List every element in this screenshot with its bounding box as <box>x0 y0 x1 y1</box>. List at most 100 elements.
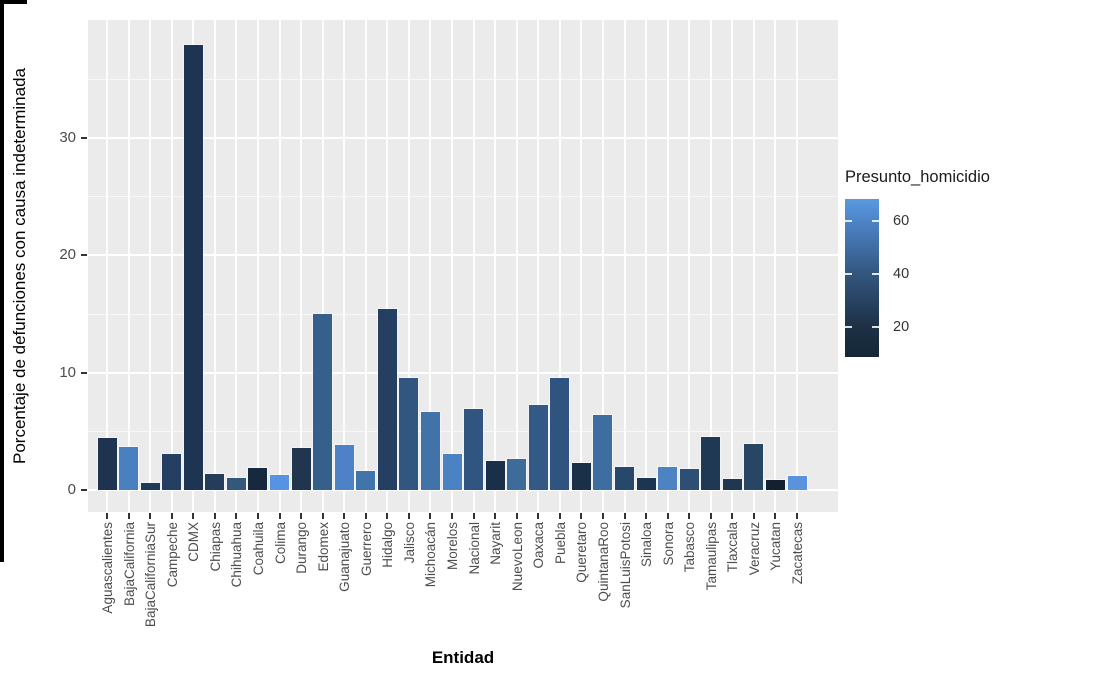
legend-tick-mark <box>845 220 852 223</box>
x-tick-label-text: Yucatan <box>768 522 784 571</box>
bar-quintanaroo <box>593 414 613 490</box>
bar-morelos <box>442 453 462 490</box>
legend-tick-mark <box>872 273 879 276</box>
bar-nayarit <box>485 460 505 490</box>
gridline-vertical <box>623 20 626 512</box>
gridline-vertical <box>472 20 475 512</box>
x-tick-label: Yucatan <box>768 522 784 571</box>
bar-cdmx <box>183 44 203 490</box>
x-tick-label-text: Morelos <box>445 522 460 571</box>
gridline-vertical <box>127 20 130 512</box>
gridline-vertical <box>537 20 540 512</box>
gridline-vertical <box>709 20 712 512</box>
bar-guerrero <box>356 471 376 490</box>
legend-tick-mark <box>845 325 852 328</box>
gridline-vertical <box>666 20 669 512</box>
x-tick-label-text: Sonora <box>660 522 676 566</box>
x-tick-mark <box>580 513 583 519</box>
x-tick-label-text: Tlaxcala <box>725 522 741 573</box>
legend-tick-mark <box>872 325 879 328</box>
x-tick-mark <box>645 513 648 519</box>
gridline-vertical <box>256 20 259 512</box>
x-tick-label: Michoacán <box>423 522 439 587</box>
bar-tabasco <box>679 468 699 490</box>
gridline-vertical <box>558 20 561 512</box>
x-tick-label-text: CDMX <box>186 522 202 562</box>
x-tick-label: Jalisco <box>402 522 418 563</box>
legend-tick-label: 60 <box>893 213 910 230</box>
x-tick-label-text: Edomex <box>315 522 331 572</box>
bar-puebla <box>550 378 570 490</box>
x-tick-mark <box>106 513 108 519</box>
gridline-minor <box>88 196 838 198</box>
x-tick-mark <box>278 513 281 519</box>
bar-sinaloa <box>636 478 656 490</box>
gridline-vertical <box>149 20 152 512</box>
x-axis-title: Entidad <box>431 648 495 667</box>
x-tick-label-text: Oaxaca <box>531 522 547 569</box>
y-tick-mark <box>81 489 87 491</box>
bar-queretaro <box>571 462 591 490</box>
x-tick-mark <box>127 513 130 519</box>
gridline-vertical <box>731 20 734 512</box>
x-tick-label-text: Tamaulipas <box>703 522 719 591</box>
bar-jalisco <box>399 378 419 490</box>
x-tick-label: Morelos <box>445 522 461 570</box>
x-tick-label: Tabasco <box>682 522 698 572</box>
bar-tamaulipas <box>701 437 721 490</box>
x-tick-label: Guanajuato <box>337 522 353 592</box>
gridline-vertical <box>343 20 346 512</box>
bar-nuevoleon <box>507 459 527 490</box>
x-tick-label-text: Durango <box>294 522 310 574</box>
x-tick-label-text: BajaCalifornia <box>121 522 137 607</box>
x-tick-label: Colima <box>273 522 289 564</box>
gridline-vertical <box>386 20 389 512</box>
screenshot-edge-artifact-left <box>0 0 4 562</box>
gridline-vertical <box>451 20 453 512</box>
y-tick-label: 10 <box>59 363 76 381</box>
bar-bajacalifornia <box>119 446 139 490</box>
x-tick-label: Hidalgo <box>380 522 396 568</box>
gridline-vertical <box>429 20 432 512</box>
y-tick-label: 20 <box>59 246 76 263</box>
bar-tlaxcala <box>722 479 742 490</box>
x-tick-label-text: Michoacán <box>423 522 439 588</box>
bar-chiapas <box>205 473 225 490</box>
x-tick-label: Coahuila <box>251 522 267 575</box>
x-tick-label-text: Veracruz <box>746 522 762 576</box>
bar-edomex <box>313 313 333 490</box>
bar-yucatan <box>765 480 785 490</box>
y-tick-label: 30 <box>59 128 76 146</box>
legend-colorbar <box>845 199 879 357</box>
bar-coahuila <box>248 467 268 490</box>
legend-tick-mark <box>872 220 879 223</box>
x-tick-label: CDMX <box>186 522 202 562</box>
x-tick-label-text: Zacatecas <box>790 522 805 585</box>
gridline-vertical <box>407 20 410 512</box>
x-tick-label-text: Jalisco <box>401 522 417 564</box>
x-tick-label-text: Colima <box>272 522 288 565</box>
x-tick-label-text: Chiapas <box>207 522 223 572</box>
x-tick-mark <box>192 513 195 519</box>
gridline-vertical <box>300 20 303 512</box>
x-tick-label: SanLuisPotosi <box>618 522 634 608</box>
gridline-major <box>88 254 838 256</box>
gridline-minor <box>88 313 838 315</box>
bar-colima <box>270 474 289 490</box>
x-tick-mark <box>472 513 475 519</box>
bar-campeche <box>162 453 182 490</box>
x-tick-label-text: SanLuisPotosi <box>617 522 633 609</box>
x-tick-mark <box>796 513 798 519</box>
legend-colorbar-wrap: 60 40 20 <box>845 199 909 357</box>
x-tick-label: Queretaro <box>574 522 590 583</box>
bar-nacional <box>464 408 484 490</box>
x-tick-label-text: Sinaloa <box>639 522 655 568</box>
x-tick-label: Zacatecas <box>790 522 806 584</box>
gridline-vertical <box>774 20 777 512</box>
x-tick-label-text: Queretaro <box>574 522 590 583</box>
x-tick-label: Aguascalientes <box>100 522 116 614</box>
bar-sanluispotosi <box>615 466 634 490</box>
x-tick-label: BajaCaliforniaSur <box>143 522 159 627</box>
x-tick-label-text: Aguascalientes <box>100 522 115 614</box>
